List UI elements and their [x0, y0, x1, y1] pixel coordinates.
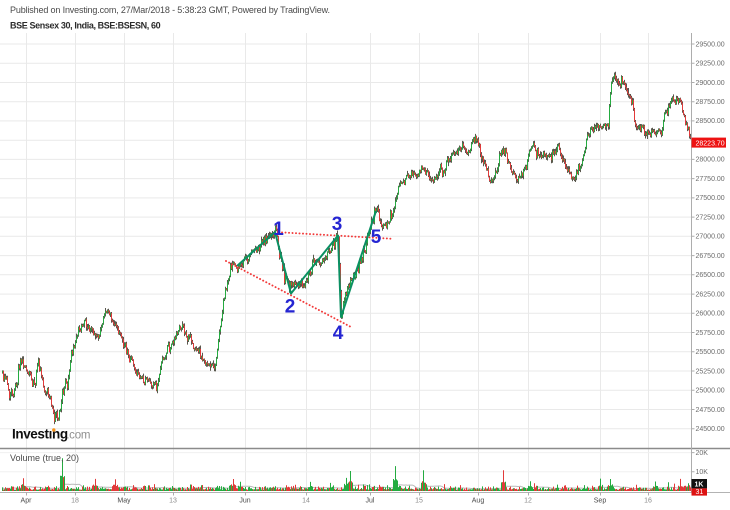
- svg-text:25250.00: 25250.00: [696, 368, 725, 375]
- svg-text:12: 12: [524, 498, 532, 505]
- svg-text:27250.00: 27250.00: [696, 214, 725, 221]
- svg-text:1K: 1K: [695, 481, 704, 488]
- svg-text:29250.00: 29250.00: [696, 61, 725, 68]
- svg-text:28000.00: 28000.00: [696, 157, 725, 164]
- svg-text:10K: 10K: [696, 469, 709, 476]
- svg-text:18: 18: [71, 498, 79, 505]
- svg-text:29500.00: 29500.00: [696, 41, 725, 48]
- svg-text:28223.70: 28223.70: [696, 140, 725, 147]
- svg-text:Jul: Jul: [366, 498, 375, 505]
- svg-text:24750.00: 24750.00: [696, 407, 725, 414]
- svg-text:5: 5: [371, 227, 382, 248]
- svg-text:24500.00: 24500.00: [696, 426, 725, 433]
- svg-text:26750.00: 26750.00: [696, 253, 725, 260]
- svg-text:27000.00: 27000.00: [696, 234, 725, 241]
- svg-text:25500.00: 25500.00: [696, 349, 725, 356]
- svg-text:Sep: Sep: [594, 498, 607, 505]
- svg-text:25750.00: 25750.00: [696, 330, 725, 337]
- svg-text:31: 31: [696, 489, 704, 496]
- svg-text:Volume (true, 20): Volume (true, 20): [10, 453, 79, 463]
- svg-text:14: 14: [302, 498, 310, 505]
- svg-text:Published on Investing.com, 27: Published on Investing.com, 27/Mar/2018 …: [10, 5, 330, 15]
- svg-text:13: 13: [169, 498, 177, 505]
- svg-text:4: 4: [333, 323, 344, 344]
- svg-text:Investıng.com: Investıng.com: [12, 427, 90, 442]
- svg-text:28500.00: 28500.00: [696, 118, 725, 125]
- svg-text:26000.00: 26000.00: [696, 311, 725, 318]
- svg-text:15: 15: [415, 498, 423, 505]
- svg-text:26500.00: 26500.00: [696, 272, 725, 279]
- svg-text:16: 16: [644, 498, 652, 505]
- svg-text:28750.00: 28750.00: [696, 99, 725, 106]
- svg-text:27750.00: 27750.00: [696, 176, 725, 183]
- svg-text:26250.00: 26250.00: [696, 291, 725, 298]
- svg-text:3: 3: [332, 214, 343, 235]
- svg-text:2: 2: [285, 297, 296, 318]
- svg-text:Apr: Apr: [21, 498, 33, 505]
- svg-text:20K: 20K: [696, 450, 709, 457]
- svg-text:25000.00: 25000.00: [696, 388, 725, 395]
- svg-text:27500.00: 27500.00: [696, 195, 725, 202]
- svg-text:Aug: Aug: [472, 498, 485, 505]
- svg-text:BSE Sensex 30, India, BSE:BSES: BSE Sensex 30, India, BSE:BSESN, 60: [10, 20, 161, 30]
- svg-text:May: May: [117, 498, 131, 505]
- svg-text:29000.00: 29000.00: [696, 80, 725, 87]
- svg-text:1: 1: [273, 219, 284, 240]
- svg-text:Jun: Jun: [239, 498, 250, 505]
